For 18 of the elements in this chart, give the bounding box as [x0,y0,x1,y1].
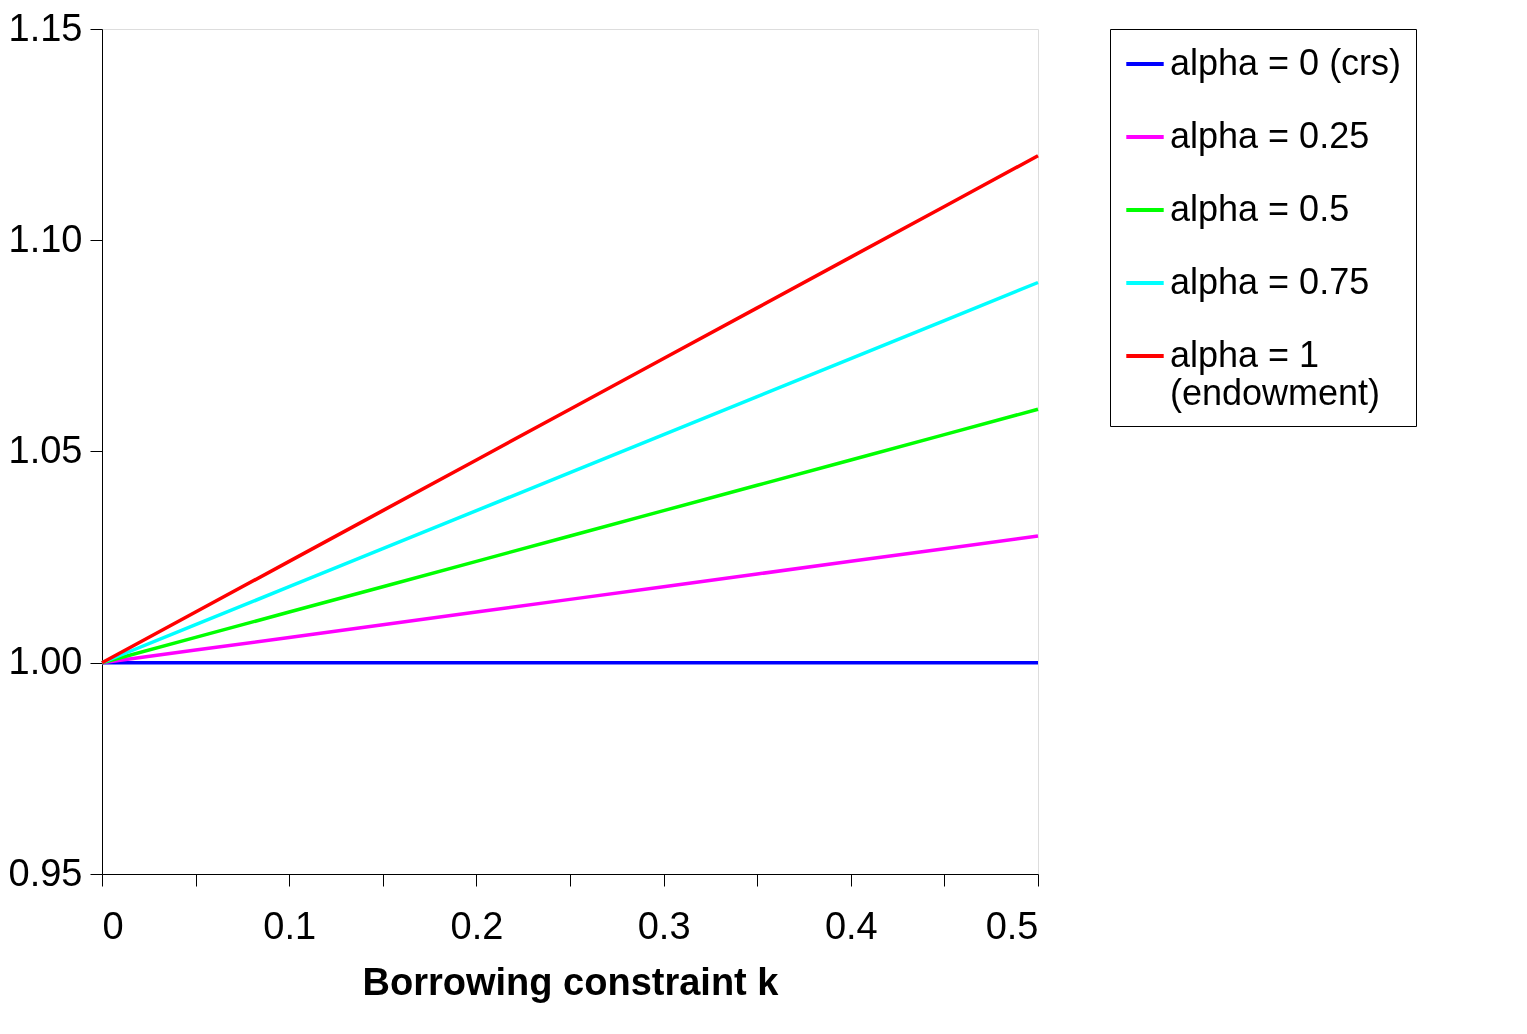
legend-label: alpha = 0.5 [1170,188,1350,229]
y-tick-label: 1.15 [8,6,83,49]
x-tick-label: 0.2 [450,904,504,947]
x-tick-label: 0.1 [263,904,317,947]
y-tick-label: 1.05 [8,429,83,471]
legend-label: alpha = 0 (crs) [1170,42,1402,83]
line-series [100,154,1040,665]
y-tick-label: 0.95 [8,851,83,894]
y-tick-label: 1.10 [8,217,83,260]
legend-label: alpha = 0.25 [1170,115,1370,156]
x-tick-label: 0.5 [985,904,1039,947]
legend-label: alpha = 1 (endowment) [1170,334,1381,413]
x-axis-title: Borrowing constraint k [362,960,780,1003]
y-tick-label: 1.00 [8,640,83,683]
x-tick-label: 0.4 [824,904,878,947]
x-tick-label: 0 [102,904,124,947]
legend-label: alpha = 0.75 [1170,261,1370,302]
x-tick-label: 0.3 [637,904,691,947]
